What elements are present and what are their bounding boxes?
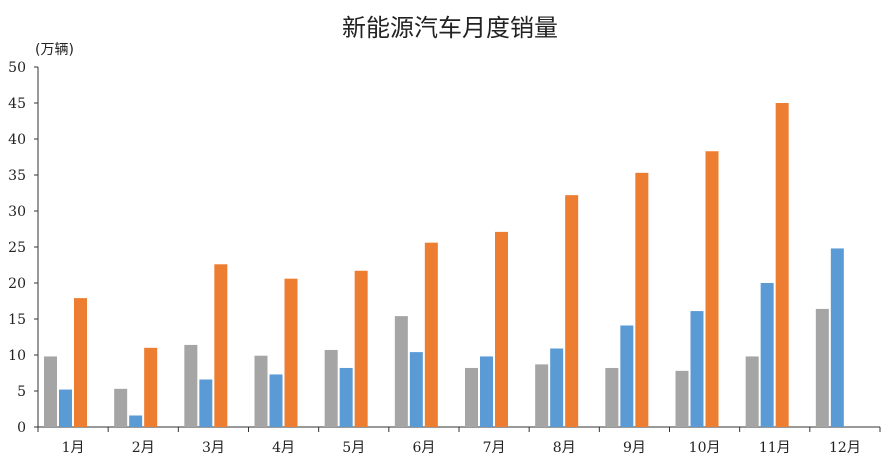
bar-series-2-5 bbox=[339, 367, 353, 427]
x-tick-label: 12月 bbox=[829, 440, 861, 456]
x-tick-label: 4月 bbox=[272, 440, 295, 456]
bar-series-3-1 bbox=[74, 298, 87, 427]
bar-series-2-4 bbox=[269, 374, 283, 427]
x-tick-label: 3月 bbox=[202, 440, 225, 456]
y-tick-label: 40 bbox=[8, 132, 26, 148]
bar-series-2-7 bbox=[480, 356, 493, 427]
bar-series-2-11 bbox=[760, 283, 774, 427]
x-tick-label: 1月 bbox=[62, 440, 85, 456]
y-tick-label: 10 bbox=[8, 348, 26, 364]
bar-series-2-1 bbox=[59, 389, 72, 427]
bar-series-3-11 bbox=[775, 103, 789, 427]
bar-series-1-5 bbox=[324, 349, 338, 427]
y-axis: 0 5 10 15 20 25 30 35 40 45 50 bbox=[8, 60, 39, 436]
bar-series-3-9 bbox=[635, 172, 649, 427]
y-tick-label: 50 bbox=[8, 60, 26, 76]
y-unit-label: (万辆) bbox=[35, 42, 74, 58]
bar-series-3-6 bbox=[424, 242, 438, 427]
y-tick-label: 5 bbox=[17, 384, 26, 400]
x-tick-label: 11月 bbox=[759, 440, 791, 456]
bar-series-3-4 bbox=[284, 278, 298, 427]
x-tick-label: 8月 bbox=[553, 440, 576, 456]
y-tick-label: 0 bbox=[17, 420, 26, 436]
y-tick-label: 15 bbox=[8, 312, 26, 328]
bar-series-3-8 bbox=[565, 195, 579, 427]
bar-series-3-5 bbox=[354, 270, 368, 427]
y-tick-label: 35 bbox=[8, 168, 26, 184]
x-tick-label: 6月 bbox=[412, 440, 435, 456]
bar-series-2-12 bbox=[830, 248, 844, 427]
x-tick-label: 2月 bbox=[132, 440, 155, 456]
x-tick-label: 5月 bbox=[342, 440, 365, 456]
chart-title: 新能源汽车月度销量 bbox=[342, 14, 558, 42]
bar-series-3-7 bbox=[495, 231, 508, 427]
x-tick-label: 9月 bbox=[623, 440, 646, 456]
bar-series-1-12 bbox=[815, 308, 829, 427]
bar-series-1-2 bbox=[114, 388, 128, 427]
bar-series-2-3 bbox=[199, 379, 213, 427]
bar-series-2-10 bbox=[690, 311, 704, 427]
y-tick-label: 20 bbox=[8, 276, 26, 292]
bar-series-3-10 bbox=[705, 151, 719, 428]
bar-series-2-8 bbox=[550, 348, 564, 427]
bar-series-3-3 bbox=[214, 264, 228, 427]
bar-series-2-9 bbox=[620, 325, 634, 427]
y-tick-label: 25 bbox=[8, 240, 26, 256]
y-tick-label: 30 bbox=[8, 204, 26, 220]
bar-series-1-6 bbox=[394, 316, 408, 427]
bar-series-1-7 bbox=[465, 367, 478, 427]
bar-series-1-3 bbox=[184, 344, 198, 427]
x-tick-label: 7月 bbox=[483, 440, 506, 456]
bar-series-1-11 bbox=[745, 356, 759, 427]
bar-series-3-2 bbox=[144, 347, 158, 427]
bar-series-2-2 bbox=[129, 415, 143, 427]
x-axis: 1月 2月 3月 4月 5月 6月 7月 8月 9月 10月 11月 12月 bbox=[37, 426, 881, 456]
bar-series-1-10 bbox=[675, 370, 689, 427]
bar-series-1-4 bbox=[254, 355, 268, 427]
bars bbox=[44, 103, 844, 428]
bar-series-1-9 bbox=[605, 367, 619, 427]
y-tick-label: 45 bbox=[8, 96, 26, 112]
bar-series-1-1 bbox=[44, 356, 57, 427]
bar-series-2-6 bbox=[409, 352, 423, 427]
bar-series-1-8 bbox=[535, 364, 549, 427]
x-tick-label: 10月 bbox=[689, 440, 721, 456]
